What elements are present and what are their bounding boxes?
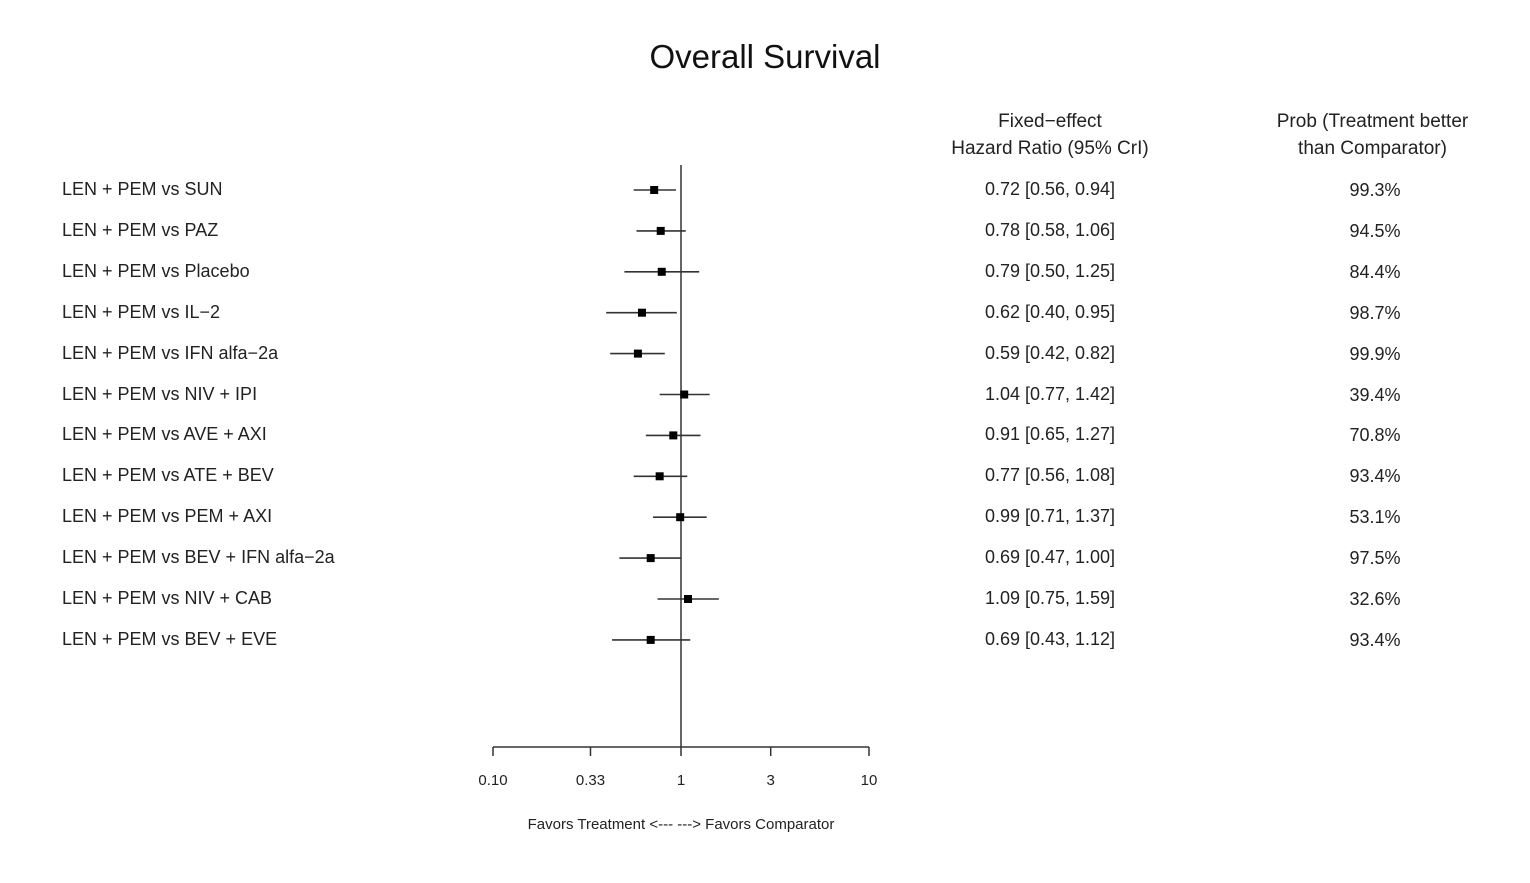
hazard-ratio-value: 1.09 [0.75, 1.59] — [984, 588, 1116, 608]
x-tick-label: 0.33 — [576, 772, 605, 789]
hazard-ratio-value: 0.62 [0.40, 0.95] — [984, 301, 1116, 322]
row-label: LEN + PEM vs NIV + IPI — [62, 383, 258, 404]
probability-value: 99.3% — [1349, 180, 1401, 200]
hazard-ratio-value: 0.99 [0.71, 1.37] — [984, 506, 1116, 527]
hazard-ratio-value: 1.04 [0.77, 1.42] — [984, 383, 1116, 404]
row-label: LEN + PEM vs PAZ — [62, 219, 219, 240]
point-estimate — [656, 226, 665, 235]
point-estimate — [655, 472, 664, 481]
hazard-ratio-value: 0.59 [0.42, 0.82] — [984, 342, 1116, 363]
point-estimate — [680, 390, 689, 399]
point-estimate — [646, 635, 655, 644]
probability-value: 39.4% — [1349, 384, 1401, 405]
row-label: LEN + PEM vs Placebo — [62, 260, 250, 281]
hazard-ratio-column-header: Fixed−effect Hazard Ratio (95% CrI) — [900, 108, 1200, 162]
point-estimate — [637, 308, 646, 317]
probability-header-line-1: Prob (Treatment better — [1276, 111, 1469, 132]
hazard-ratio-value: 0.72 [0.56, 0.94] — [984, 179, 1116, 199]
x-tick-label: 0.10 — [478, 772, 507, 789]
hazard-ratio-value: 0.79 [0.50, 1.25] — [984, 260, 1116, 281]
row-label: LEN + PEM vs IFN alfa−2a — [62, 342, 279, 363]
row-label: LEN + PEM vs SUN — [62, 179, 223, 199]
forest-marks — [606, 165, 719, 747]
x-tick-label: 10 — [861, 772, 878, 789]
probability-value: 70.8% — [1349, 425, 1401, 446]
probability-value: 99.9% — [1349, 343, 1401, 364]
point-estimate — [684, 595, 693, 603]
probability-value: 53.1% — [1349, 507, 1401, 528]
hazard-ratio-value: 0.69 [0.43, 1.12] — [984, 628, 1116, 649]
probability-header-line-2: than Comparator) — [1298, 138, 1447, 159]
probability-value: 97.5% — [1349, 548, 1401, 569]
x-tick-label: 3 — [767, 772, 775, 789]
row-label: LEN + PEM vs IL−2 — [62, 301, 221, 322]
hazard-ratio-value: 0.91 [0.65, 1.27] — [984, 424, 1116, 445]
row-label: LEN + PEM vs NIV + CAB — [62, 588, 273, 608]
probability-column-header: Prob (Treatment better than Comparator) — [1230, 108, 1515, 162]
x-tick-label: 1 — [677, 772, 685, 789]
point-estimate — [676, 513, 685, 522]
point-estimate — [646, 554, 655, 563]
row-label: LEN + PEM vs BEV + IFN alfa−2a — [62, 547, 335, 568]
hazard-ratio-value: 0.78 [0.58, 1.06] — [984, 219, 1116, 240]
hazard-ratio-value: 0.69 [0.47, 1.00] — [984, 547, 1116, 568]
row-label: LEN + PEM vs PEM + AXI — [62, 506, 273, 527]
hazard-ratio-header-line-1: Fixed−effect — [998, 111, 1102, 132]
x-axis-caption: Favors Treatment <--- ---> Favors Compar… — [528, 816, 835, 833]
row-label: LEN + PEM vs BEV + EVE — [62, 628, 278, 649]
x-axis: 0.10 0.33 1 3 10 — [478, 746, 878, 789]
probability-value: 98.7% — [1349, 302, 1401, 323]
point-estimate — [633, 349, 642, 358]
chart-title: Overall Survival — [649, 38, 881, 75]
probability-value: 84.4% — [1349, 261, 1401, 282]
probability-value: 32.6% — [1349, 589, 1401, 609]
probability-value: 94.5% — [1349, 220, 1401, 241]
point-estimate — [650, 186, 659, 194]
hazard-ratio-header-line-2: Hazard Ratio (95% CrI) — [951, 138, 1149, 159]
point-estimate — [669, 431, 678, 440]
row-label: LEN + PEM vs ATE + BEV — [62, 465, 274, 486]
row-label: LEN + PEM vs AVE + AXI — [62, 424, 267, 445]
hazard-ratio-value: 0.77 [0.56, 1.08] — [984, 465, 1116, 486]
probability-value: 93.4% — [1349, 466, 1401, 487]
point-estimate — [657, 267, 666, 276]
probability-value: 93.4% — [1349, 629, 1401, 650]
